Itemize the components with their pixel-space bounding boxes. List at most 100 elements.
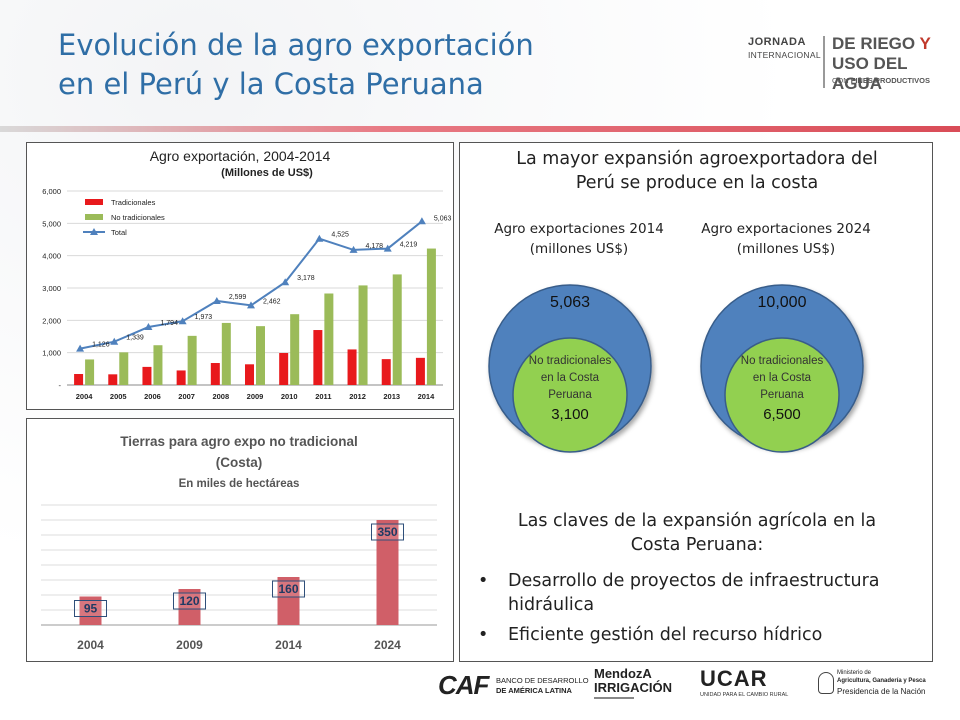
keys-heading-line-2: Costa Peruana: [630, 535, 764, 555]
header-rule [0, 126, 960, 132]
chart1-x-tick: 2013 [383, 392, 400, 401]
keys-list-item: Desarrollo de proyectos de infraestructu… [472, 569, 922, 617]
chart1-legend-label: No tradicionales [111, 213, 165, 222]
chart1-x-tick: 2004 [76, 392, 94, 401]
chart2-data-label: 95 [84, 602, 98, 616]
ucar-text: UCAR [700, 666, 768, 691]
chart1-bar-tradicionales [415, 357, 425, 385]
caf-mark: CAF [438, 670, 489, 700]
chart1-x-tick: 2014 [418, 392, 436, 401]
expansion-panel: La mayor expansión agroexportadora del P… [459, 142, 933, 662]
expansion-heading-line-1: La mayor expansión agroexportadora del [516, 149, 878, 169]
brand-agua: USO DEL AGUA [832, 54, 908, 93]
chart2-x-tick: 2009 [176, 638, 203, 652]
chart1-bar-tradicionales [381, 359, 391, 385]
mendoza-irrigacion-logo: MendozA IRRIGACIÓN [594, 664, 684, 708]
chart1-point-label: 2,599 [229, 294, 247, 301]
right-inner-label-2: en la Costa [753, 372, 812, 384]
chart1-legend-swatch [85, 199, 103, 205]
expansion-heading: La mayor expansión agroexportadora del P… [460, 147, 934, 195]
event-logo: JORNADA INTERNACIONAL DE RIEGO Y USO DEL… [748, 34, 938, 93]
irrigacion-text: IRRIGACIÓN [594, 680, 672, 695]
chart2-data-label-box [371, 523, 404, 541]
chart1-point-total [178, 317, 187, 325]
chart1-x-tick: 2005 [110, 392, 127, 401]
chart1-bar-no-tradicionales [358, 285, 368, 385]
right-total-value: 10,000 [758, 294, 807, 311]
chart2-x-tick: 2014 [275, 638, 302, 652]
chart1-x-tick: 2006 [144, 392, 161, 401]
chart1-point-total [212, 296, 221, 304]
left-inner-label-2: en la Costa [541, 372, 600, 384]
chart2-bar [79, 596, 102, 625]
chart1-bar-tradicionales [142, 366, 152, 385]
right-inner-label-1: No tradicionales [741, 355, 824, 367]
left-inner-label-3: Peruana [548, 389, 592, 401]
chart1-bar-no-tradicionales [426, 248, 436, 385]
chart1-point-total [417, 217, 426, 225]
ministerio-line-1: Ministerio de [837, 670, 872, 676]
escudo-icon [818, 672, 834, 694]
page-title: Evolución de la agro exportación en el P… [58, 26, 678, 104]
chart1-point-total [315, 234, 324, 242]
brand-internacional: INTERNACIONAL [748, 50, 821, 60]
chart1-point-total [281, 278, 290, 286]
caf-line-2: DE AMÉRICA LATINA [496, 686, 572, 695]
chart1-bar-no-tradicionales [119, 352, 129, 385]
chart1-bar-no-tradicionales [187, 335, 197, 385]
chart1-bar-tradicionales [108, 374, 118, 385]
keys-heading: Las claves de la expansión agrícola en l… [460, 509, 934, 557]
left-circle-title-line-2: (millones US$) [529, 241, 629, 257]
chart1-y-tick: 6,000 [42, 187, 61, 196]
chart1-point-total [76, 344, 85, 352]
chart1-point-total [110, 337, 119, 345]
chart1-point-total [349, 245, 358, 253]
chart2-x-tick: 2004 [77, 638, 104, 652]
chart1-y-tick: 3,000 [42, 284, 61, 293]
circles-diagram: 5,063 No tradicionales en la Costa Perua… [488, 284, 864, 453]
chart1-title: Agro exportación, 2004-2014 [150, 148, 331, 164]
right-circle-title-line-2: (millones US$) [736, 241, 836, 257]
ucar-logo: UCAR UNIDAD PARA EL CAMBIO RURAL [700, 664, 810, 708]
chart1-x-tick: 2010 [281, 392, 298, 401]
chart1-bar-no-tradicionales [290, 314, 300, 385]
chart2-data-label: 350 [377, 525, 397, 539]
brand-fines: CON FINES PRODUCTIVOS [832, 76, 930, 85]
brand-riego-text: DE RIEGO [832, 34, 916, 53]
keys-list: Desarrollo de proyectos de infraestructu… [472, 569, 922, 653]
right-inner-label-3: Peruana [760, 389, 804, 401]
title-line-2: en el Perú y la Costa Peruana [58, 67, 484, 101]
chart1-line-total [79, 220, 423, 350]
right-circle-group: 10,000 No tradicionales en la Costa Peru… [700, 284, 864, 453]
chart1-point-label: 4,525 [331, 232, 349, 239]
chart1-y-tick: 4,000 [42, 252, 61, 261]
chart1-bar-tradicionales [176, 370, 186, 385]
ucar-sub: UNIDAD PARA EL CAMBIO RURAL [700, 692, 789, 698]
chart1-bar-tradicionales [279, 352, 289, 385]
chart1-point-label: 1,126 [92, 342, 110, 349]
chart1-point-label: 1,339 [126, 335, 144, 342]
chart2-bar [178, 589, 201, 625]
ministerio-line-3: Presidencia de la Nación [837, 687, 926, 696]
right-circle-title: Agro exportaciones 2024 (millones US$) [686, 219, 886, 259]
right-circle-title-line-1: Agro exportaciones 2024 [701, 221, 871, 237]
chart1-x-tick: 2009 [247, 392, 264, 401]
chart1-x-tick: 2011 [315, 392, 331, 401]
keys-list-item: Eficiente gestión del recurso hídrico [472, 623, 922, 647]
chart1-bar-no-tradicionales [221, 322, 231, 385]
chart1-bar-no-tradicionales [85, 359, 95, 385]
chart1-legend-marker [90, 228, 98, 235]
chart1-legend-swatch [85, 214, 103, 220]
chart1-point-label: 4,219 [400, 242, 418, 249]
brand-riego: DE RIEGO Y [832, 34, 931, 54]
agro-export-chart-panel: Agro exportación, 2004-2014 (Millones de … [26, 142, 454, 410]
chart1-x-tick: 2012 [349, 392, 366, 401]
left-total-value: 5,063 [550, 294, 590, 311]
land-chart: Tierras para agro expo no tradicional (Co… [41, 434, 437, 652]
chart1-bar-tradicionales [74, 374, 84, 385]
agro-export-chart: Agro exportación, 2004-2014 (Millones de … [42, 148, 451, 401]
chart1-bar-no-tradicionales [324, 293, 334, 385]
chart1-point-label: 1,973 [195, 314, 213, 321]
brand-divider [823, 36, 825, 88]
left-circle-title: Agro exportaciones 2014 (millones US$) [479, 219, 679, 259]
